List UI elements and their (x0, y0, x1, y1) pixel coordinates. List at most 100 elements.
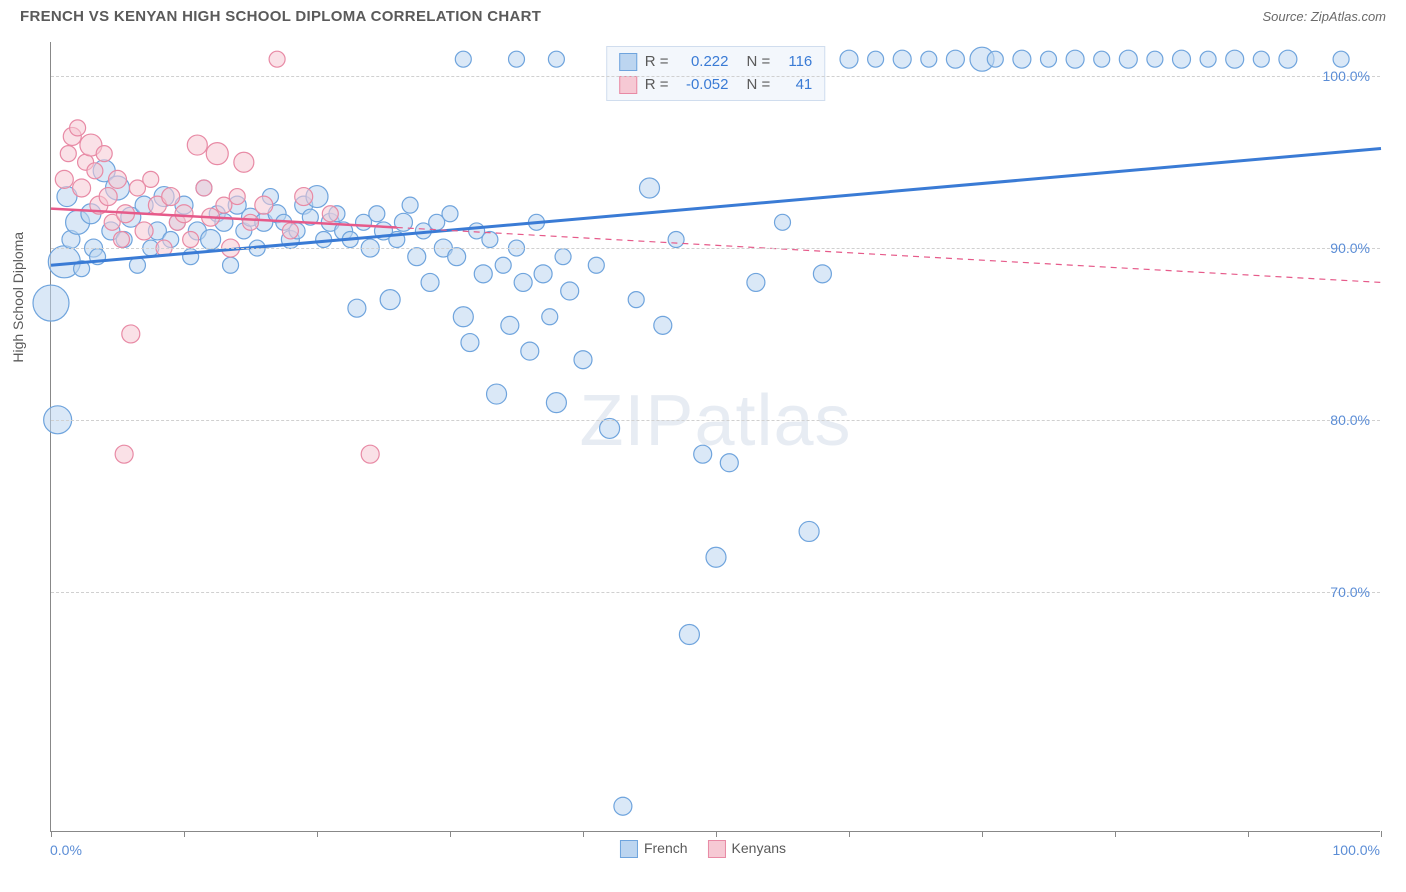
data-point-french (614, 797, 632, 815)
data-point-french (640, 178, 660, 198)
data-point-french (546, 393, 566, 413)
data-point-french (369, 206, 385, 222)
data-point-french (868, 51, 884, 67)
data-point-french (1066, 50, 1084, 68)
data-point-french (706, 547, 726, 567)
gridline (51, 248, 1380, 249)
x-min-label: 0.0% (50, 842, 82, 858)
data-point-french (542, 309, 558, 325)
data-point-french (482, 232, 498, 248)
gridline (51, 76, 1380, 77)
legend-swatch-icon (620, 840, 638, 858)
data-point-kenyans (135, 222, 153, 240)
data-point-french (534, 265, 552, 283)
data-point-kenyans (99, 188, 117, 206)
data-point-french (1147, 51, 1163, 67)
data-point-french (474, 265, 492, 283)
x-tick-mark (450, 831, 451, 837)
y-tick-label: 100.0% (1323, 68, 1370, 84)
data-point-kenyans (96, 146, 112, 162)
data-point-french (380, 290, 400, 310)
legend-swatch-icon (708, 840, 726, 858)
data-point-french (775, 214, 791, 230)
data-point-french (628, 292, 644, 308)
x-tick-mark (1115, 831, 1116, 837)
chart-title: FRENCH VS KENYAN HIGH SCHOOL DIPLOMA COR… (20, 8, 541, 25)
data-point-french (509, 51, 525, 67)
x-tick-mark (982, 831, 983, 837)
data-point-french (600, 418, 620, 438)
gridline (51, 420, 1380, 421)
data-point-french (1013, 50, 1031, 68)
data-point-french (1279, 50, 1297, 68)
data-point-kenyans (196, 180, 212, 196)
data-point-french (1041, 51, 1057, 67)
data-point-french (453, 307, 473, 327)
stats-box: R =0.222N =116R =-0.052N =41 (606, 46, 826, 101)
data-point-french (1094, 51, 1110, 67)
data-point-french (442, 206, 458, 222)
data-point-kenyans (143, 171, 159, 187)
legend-label: Kenyans (732, 840, 786, 856)
data-point-kenyans (162, 188, 180, 206)
data-point-french (487, 384, 507, 404)
data-point-french (514, 273, 532, 291)
data-point-french (1253, 51, 1269, 67)
data-point-french (946, 50, 964, 68)
data-point-kenyans (243, 214, 259, 230)
data-point-french (574, 351, 592, 369)
data-point-kenyans (55, 170, 73, 188)
gridline (51, 592, 1380, 593)
data-point-french (668, 232, 684, 248)
data-point-kenyans (269, 51, 285, 67)
data-point-french (921, 51, 937, 67)
data-point-kenyans (322, 206, 338, 222)
data-point-french (555, 249, 571, 265)
data-point-french (747, 273, 765, 291)
data-point-kenyans (109, 170, 127, 188)
y-axis-label: High School Diploma (10, 232, 26, 363)
stats-row-french: R =0.222N =116 (619, 51, 813, 74)
data-point-kenyans (183, 232, 199, 248)
x-tick-mark (1248, 831, 1249, 837)
data-point-kenyans (255, 196, 273, 214)
data-point-kenyans (73, 179, 91, 197)
data-point-kenyans (229, 189, 245, 205)
r-value: 0.222 (677, 51, 729, 74)
data-point-kenyans (122, 325, 140, 343)
y-tick-label: 80.0% (1330, 412, 1370, 428)
y-tick-label: 90.0% (1330, 240, 1370, 256)
legend-swatch-icon (619, 76, 637, 94)
y-tick-label: 70.0% (1330, 584, 1370, 600)
chart-area: ZIPatlas R =0.222N =116R =-0.052N =41 70… (50, 42, 1380, 832)
data-point-french (521, 342, 539, 360)
data-point-french (455, 51, 471, 67)
data-point-kenyans (87, 163, 103, 179)
data-point-kenyans (361, 445, 379, 463)
data-point-french (720, 454, 738, 472)
data-point-french (495, 257, 511, 273)
data-point-french (408, 248, 426, 266)
data-point-french (448, 248, 466, 266)
x-tick-mark (317, 831, 318, 837)
data-point-french (987, 51, 1003, 67)
data-point-french (348, 299, 366, 317)
data-point-french (893, 50, 911, 68)
data-point-french (799, 521, 819, 541)
x-tick-mark (1381, 831, 1382, 837)
x-tick-mark (849, 831, 850, 837)
data-point-french (1333, 51, 1349, 67)
data-point-kenyans (115, 445, 133, 463)
data-point-french (402, 197, 418, 213)
data-point-french (223, 257, 239, 273)
x-tick-mark (51, 831, 52, 837)
data-point-kenyans (113, 232, 129, 248)
n-label: N = (747, 51, 771, 74)
data-point-kenyans (70, 120, 86, 136)
scatter-plot (51, 42, 1380, 831)
data-point-french (588, 257, 604, 273)
data-point-french (1200, 51, 1216, 67)
data-point-kenyans (60, 146, 76, 162)
data-point-french (33, 285, 69, 321)
data-point-kenyans (234, 152, 254, 172)
